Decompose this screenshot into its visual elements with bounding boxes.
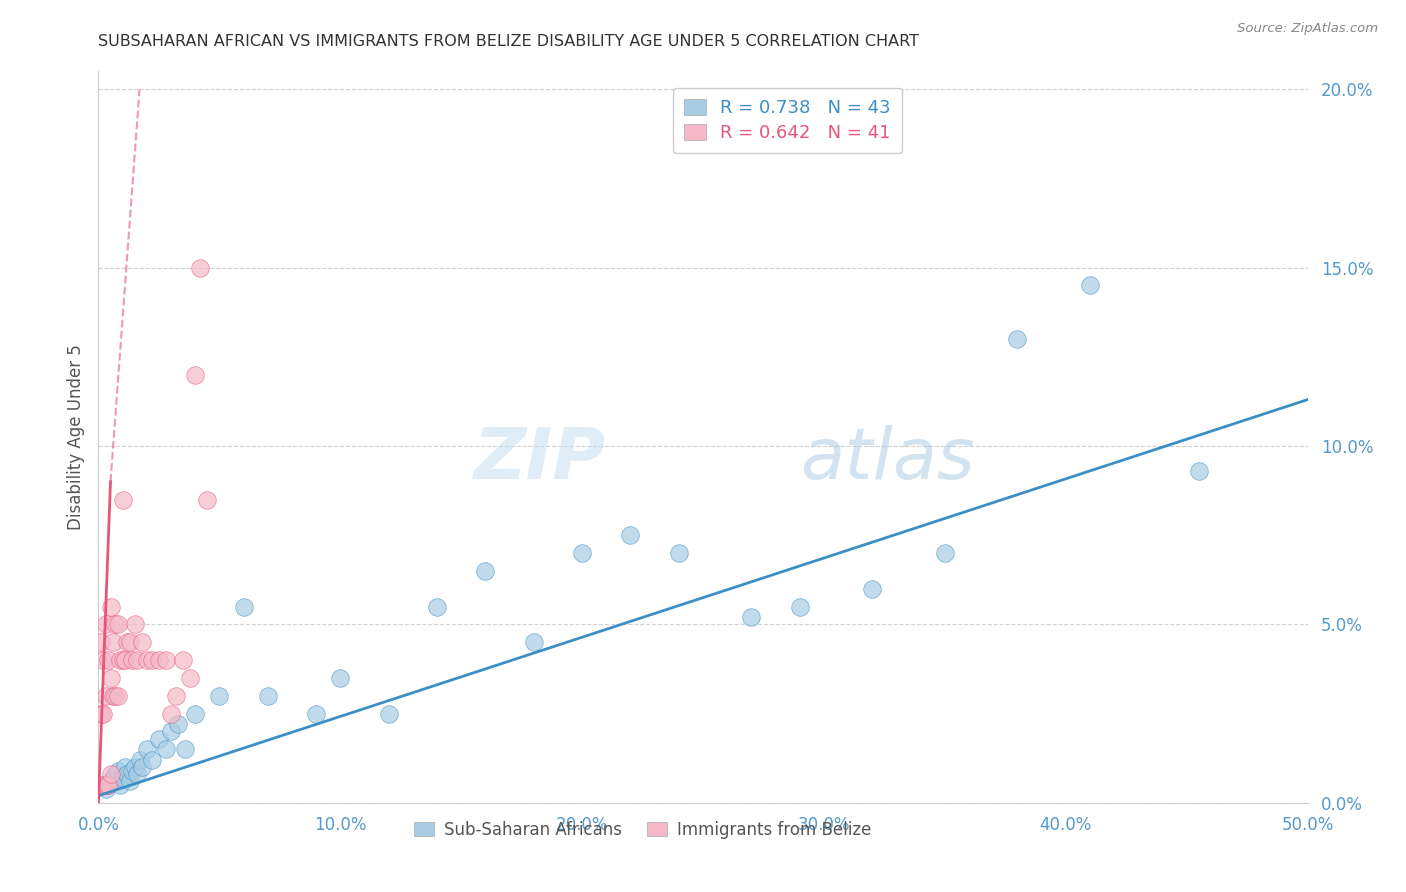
Point — [101, 771, 124, 785]
Point — [184, 706, 207, 721]
Point — [934, 546, 956, 560]
Point — [160, 724, 183, 739]
Point — [135, 742, 157, 756]
Point — [256, 689, 278, 703]
Point — [305, 706, 328, 721]
Point — [474, 564, 496, 578]
Text: SUBSAHARAN AFRICAN VS IMMIGRANTS FROM BELIZE DISABILITY AGE UNDER 5 CORRELATION : SUBSAHARAN AFRICAN VS IMMIGRANTS FROM BE… — [98, 35, 920, 49]
Point — [107, 689, 129, 703]
Point — [104, 617, 127, 632]
Point — [1078, 278, 1101, 293]
Point — [114, 760, 136, 774]
Point — [523, 635, 546, 649]
Point — [740, 610, 762, 624]
Point — [127, 767, 149, 781]
Point — [1188, 464, 1211, 478]
Point — [148, 653, 170, 667]
Point — [148, 731, 170, 746]
Point — [141, 653, 163, 667]
Point — [91, 778, 114, 792]
Point — [571, 546, 593, 560]
Point — [188, 260, 211, 275]
Point — [165, 689, 187, 703]
Point — [135, 653, 157, 667]
Point — [160, 706, 183, 721]
Point — [100, 671, 122, 685]
Point — [90, 706, 112, 721]
Text: atlas: atlas — [800, 425, 974, 493]
Point — [97, 653, 120, 667]
Point — [184, 368, 207, 382]
Legend: Sub-Saharan Africans, Immigrants from Belize: Sub-Saharan Africans, Immigrants from Be… — [408, 814, 877, 846]
Point — [232, 599, 254, 614]
Point — [179, 671, 201, 685]
Point — [108, 653, 131, 667]
Point — [117, 767, 139, 781]
Point — [155, 742, 177, 756]
Point — [124, 760, 146, 774]
Point — [97, 778, 120, 792]
Point — [91, 706, 114, 721]
Point — [167, 717, 190, 731]
Text: ZIP: ZIP — [474, 425, 606, 493]
Point — [101, 689, 124, 703]
Point — [104, 689, 127, 703]
Point — [789, 599, 811, 614]
Point — [111, 492, 134, 507]
Point — [124, 617, 146, 632]
Point — [90, 778, 112, 792]
Point — [107, 764, 129, 778]
Point — [141, 753, 163, 767]
Point — [1007, 332, 1029, 346]
Point — [131, 635, 153, 649]
Point — [121, 764, 143, 778]
Point — [100, 599, 122, 614]
Point — [121, 653, 143, 667]
Point — [208, 689, 231, 703]
Point — [94, 781, 117, 796]
Point — [100, 767, 122, 781]
Point — [94, 778, 117, 792]
Point — [329, 671, 352, 685]
Point — [131, 760, 153, 774]
Point — [860, 582, 883, 596]
Point — [111, 653, 134, 667]
Point — [127, 653, 149, 667]
Y-axis label: Disability Age Under 5: Disability Age Under 5 — [66, 344, 84, 530]
Point — [114, 653, 136, 667]
Text: Source: ZipAtlas.com: Source: ZipAtlas.com — [1237, 22, 1378, 36]
Point — [94, 689, 117, 703]
Point — [619, 528, 641, 542]
Point — [172, 653, 194, 667]
Point — [100, 774, 122, 789]
Point — [195, 492, 218, 507]
Point — [94, 617, 117, 632]
Point — [174, 742, 197, 756]
Point — [117, 635, 139, 649]
Point — [101, 635, 124, 649]
Point — [90, 635, 112, 649]
Point — [426, 599, 449, 614]
Point — [128, 753, 150, 767]
Point — [108, 778, 131, 792]
Point — [118, 774, 141, 789]
Point — [118, 635, 141, 649]
Point — [107, 617, 129, 632]
Point — [104, 767, 127, 781]
Point — [668, 546, 690, 560]
Point — [155, 653, 177, 667]
Point — [377, 706, 399, 721]
Point — [111, 771, 134, 785]
Point — [97, 778, 120, 792]
Point — [91, 653, 114, 667]
